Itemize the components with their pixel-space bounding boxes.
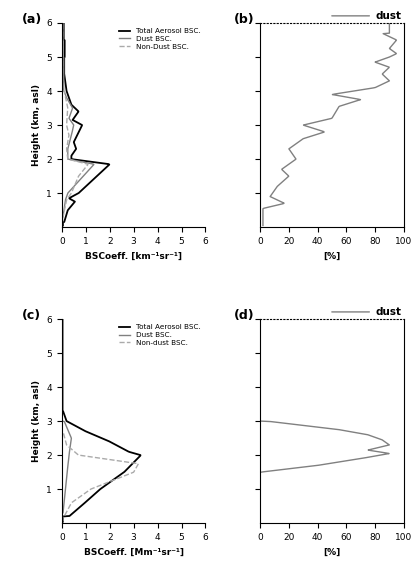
Text: dust: dust: [375, 11, 401, 21]
Line: Total Aerosol BSC.: Total Aerosol BSC.: [63, 319, 140, 522]
X-axis label: BSCoeff. [km⁻¹sr⁻¹]: BSCoeff. [km⁻¹sr⁻¹]: [85, 251, 182, 260]
Dust BSC.: [67, 156, 72, 163]
Non-dust BSC.: [63, 438, 68, 445]
Legend: Total Aerosol BSC., Dust BSC., Non-Dust BSC.: Total Aerosol BSC., Dust BSC., Non-Dust …: [117, 26, 202, 51]
Total Aerosol BSC.: [61, 518, 66, 525]
Dust BSC.: [60, 371, 65, 378]
Text: (c): (c): [21, 309, 41, 322]
Non-Dust BSC.: [60, 222, 65, 229]
Dust BSC.: [66, 142, 71, 149]
Dust BSC.: [60, 372, 65, 379]
X-axis label: [%]: [%]: [323, 547, 341, 557]
Total Aerosol BSC.: [138, 452, 143, 459]
Non-dust BSC.: [60, 372, 65, 379]
Y-axis label: Height (km, asl): Height (km, asl): [32, 380, 41, 462]
Non-Dust BSC.: [60, 20, 65, 26]
Line: Non-Dust BSC.: Non-Dust BSC.: [62, 23, 88, 225]
Line: Dust BSC.: Dust BSC.: [63, 23, 94, 225]
Non-Dust BSC.: [60, 76, 65, 83]
Total Aerosol BSC.: [63, 76, 68, 83]
Non-dust BSC.: [61, 518, 66, 525]
Dust BSC.: [61, 20, 66, 26]
Non-dust BSC.: [60, 371, 65, 378]
Total Aerosol BSC.: [62, 75, 67, 82]
Non-dust BSC.: [60, 316, 65, 323]
Total Aerosol BSC.: [73, 142, 77, 149]
Dust BSC.: [60, 222, 65, 229]
X-axis label: BSCoeff. [Mm⁻¹sr⁻¹]: BSCoeff. [Mm⁻¹sr⁻¹]: [84, 547, 184, 557]
Non-Dust BSC.: [60, 75, 65, 82]
Dust BSC.: [66, 452, 71, 459]
Non-Dust BSC.: [67, 156, 72, 163]
Total Aerosol BSC.: [89, 494, 94, 501]
Total Aerosol BSC.: [60, 391, 65, 398]
Line: Non-dust BSC.: Non-dust BSC.: [62, 319, 138, 522]
Line: Total Aerosol BSC.: Total Aerosol BSC.: [63, 23, 109, 225]
Dust BSC.: [60, 391, 65, 398]
Dust BSC.: [61, 76, 66, 83]
Total Aerosol BSC.: [61, 20, 66, 26]
Text: (b): (b): [234, 13, 255, 26]
Non-dust BSC.: [79, 452, 84, 459]
Total Aerosol BSC.: [72, 198, 77, 205]
Dust BSC.: [64, 95, 69, 102]
Non-Dust BSC.: [65, 142, 70, 149]
Dust BSC.: [68, 438, 73, 445]
Text: dust: dust: [375, 307, 401, 317]
Dust BSC.: [60, 316, 65, 323]
Dust BSC.: [61, 75, 66, 82]
Non-dust BSC.: [77, 494, 82, 501]
Dust BSC.: [60, 518, 65, 525]
Total Aerosol BSC.: [60, 371, 65, 378]
Legend: Total Aerosol BSC., Dust BSC., Non-dust BSC.: Total Aerosol BSC., Dust BSC., Non-dust …: [117, 323, 202, 347]
Dust BSC.: [63, 198, 68, 205]
Y-axis label: Height (km, asl): Height (km, asl): [32, 84, 41, 166]
Total Aerosol BSC.: [61, 222, 66, 229]
X-axis label: [%]: [%]: [323, 251, 341, 260]
Total Aerosol BSC.: [107, 438, 112, 445]
Total Aerosol BSC.: [67, 95, 72, 102]
Non-Dust BSC.: [63, 95, 68, 102]
Non-Dust BSC.: [64, 198, 69, 205]
Non-dust BSC.: [60, 391, 65, 398]
Total Aerosol BSC.: [72, 156, 77, 163]
Text: (a): (a): [21, 13, 42, 26]
Line: Dust BSC.: Dust BSC.: [62, 319, 71, 522]
Dust BSC.: [62, 494, 67, 501]
Total Aerosol BSC.: [60, 316, 65, 323]
Total Aerosol BSC.: [60, 372, 65, 379]
Text: (d): (d): [234, 309, 255, 322]
